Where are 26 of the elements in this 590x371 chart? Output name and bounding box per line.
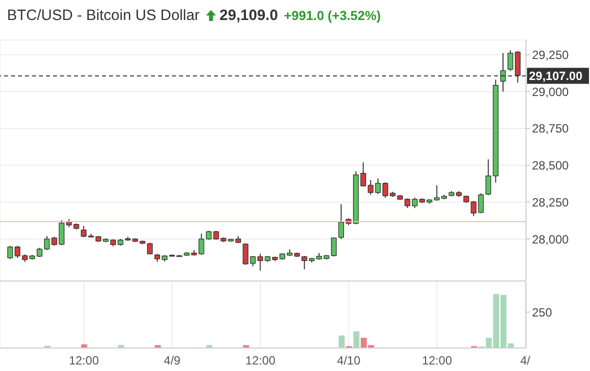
y-tick-label: 28,750: [532, 122, 570, 136]
x-tick-label: 4/10: [337, 354, 361, 368]
candlestick: [486, 158, 492, 196]
y-tick-label: 28,250: [532, 195, 570, 210]
y-tick-label: 29,250: [532, 48, 570, 62]
text: 29,109.0: [220, 6, 278, 24]
ref-line-label: 29,107.00: [529, 68, 583, 83]
bar: [338, 336, 345, 348]
candlestick: [360, 162, 366, 188]
candlestick: [147, 242, 153, 255]
chart-title: BTC/USD - Bitcoin US Dollar: [7, 6, 200, 24]
x-tick-label: 12:00: [422, 354, 452, 368]
x-tick-label: 4/: [520, 354, 531, 368]
candlestick: [412, 197, 418, 209]
candlestick: [302, 255, 308, 270]
y-tick-label: 250: [532, 305, 552, 320]
y-tick-label: 29,000: [532, 84, 570, 99]
candlestick: [508, 50, 514, 72]
text: +991.0 (+3.52%): [284, 8, 381, 22]
x-tick-label: 12:00: [68, 354, 100, 368]
y-tick-label: 28,500: [532, 158, 570, 173]
y-tick-label: 28,000: [532, 232, 570, 246]
candlestick: [257, 253, 264, 272]
bar: [353, 331, 360, 348]
x-tick-label: 12:00: [245, 354, 276, 368]
x-tick-label: 4/9: [164, 354, 181, 368]
